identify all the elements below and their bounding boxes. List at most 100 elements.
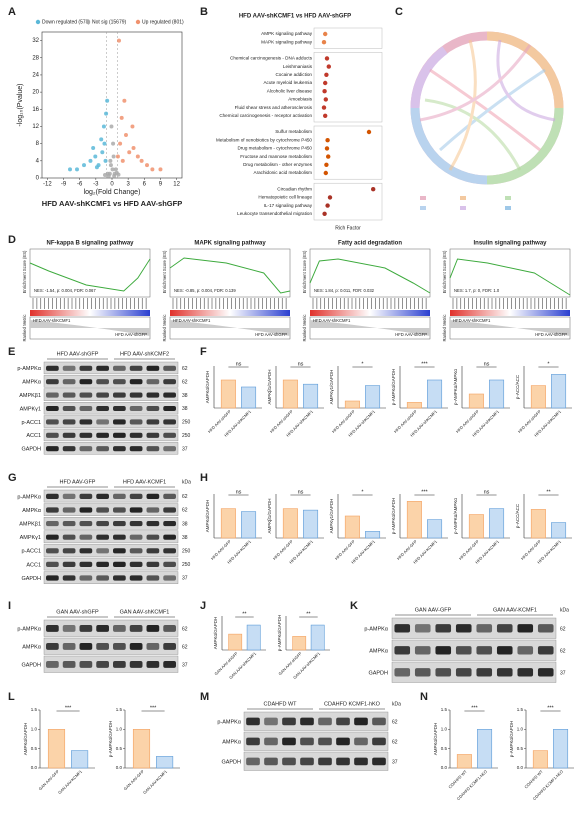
- term-label: Acute myeloid leukemia: [263, 80, 312, 85]
- sig-label: ***: [547, 705, 554, 711]
- point: [104, 111, 109, 116]
- band: [537, 646, 554, 655]
- rank-strip: [30, 310, 150, 316]
- point: [130, 124, 135, 129]
- sig-label: ***: [150, 705, 157, 711]
- band: [537, 624, 554, 633]
- y-tick-label: 20: [32, 90, 39, 96]
- group-frame: [313, 182, 383, 221]
- point: [99, 137, 104, 142]
- band: [246, 717, 260, 726]
- protein-label: GAPDH: [221, 759, 241, 765]
- y-tick-label: 8: [36, 141, 40, 147]
- band: [476, 668, 493, 677]
- group-frame: [313, 125, 383, 180]
- y-tick-label: 1.5: [517, 707, 524, 712]
- chart-title: HFD AAV-shKCMF1 vs HFD AAV-shGFP: [42, 199, 182, 208]
- band: [113, 575, 126, 581]
- y-axis-label: p-ACC/ACC: [515, 503, 520, 528]
- blot-strip: [43, 375, 179, 388]
- band: [129, 392, 143, 398]
- band: [129, 534, 143, 540]
- point: [102, 141, 107, 146]
- blot-strip: [43, 489, 179, 503]
- band: [62, 661, 76, 668]
- y-tick-label: 1.5: [441, 707, 448, 712]
- band: [146, 625, 160, 632]
- dot: [327, 195, 333, 200]
- band: [414, 646, 431, 655]
- es-frame: [309, 248, 431, 298]
- protein-label: AMPKα: [369, 648, 389, 654]
- rank-strip: [450, 310, 570, 316]
- y-tick-label: 0.5: [441, 746, 448, 751]
- sig-label: *: [361, 489, 364, 495]
- band: [129, 643, 143, 650]
- kda-label: 62: [560, 626, 566, 632]
- band: [113, 643, 126, 650]
- blot-strip: [43, 544, 179, 557]
- band: [318, 717, 332, 726]
- sig-label: ns: [298, 489, 304, 495]
- y-label: Enrichment Score (ES): [162, 250, 167, 293]
- band: [318, 737, 332, 746]
- band: [537, 668, 554, 677]
- band: [79, 643, 93, 650]
- band: [476, 624, 493, 633]
- metric-label: Ranked Metric: [302, 315, 307, 342]
- blot-strip: [43, 442, 179, 455]
- band: [113, 534, 126, 540]
- x-tick-label: 3: [126, 182, 130, 188]
- band: [79, 534, 93, 540]
- band: [163, 405, 176, 412]
- bar: [532, 750, 548, 769]
- neg-label: HFD AAV-shGFP: [115, 332, 147, 337]
- protein-label: p-ACC1: [21, 549, 41, 555]
- band: [146, 432, 160, 438]
- band: [96, 661, 109, 668]
- point: [118, 141, 123, 146]
- band: [62, 365, 76, 371]
- y-axis-label: AMPKα/GAPDH: [205, 500, 210, 533]
- dot: [324, 56, 330, 61]
- band: [129, 521, 143, 527]
- barcode: [32, 298, 147, 309]
- stats: NES: -1.54, p: 0.004, FDR: 0.067: [34, 288, 96, 293]
- band: [163, 521, 176, 527]
- y-axis-label: p-AMPKα/GAPDH: [277, 615, 282, 652]
- panel-label: G: [8, 472, 17, 484]
- bar: [468, 514, 484, 539]
- band: [163, 548, 176, 554]
- band: [129, 561, 143, 567]
- band: [300, 717, 314, 726]
- point: [124, 133, 128, 138]
- band: [113, 365, 126, 371]
- band: [435, 668, 452, 677]
- point: [150, 167, 155, 172]
- term-label: Leishmaniasis: [283, 64, 313, 69]
- y-tick-label: 1.0: [31, 727, 38, 732]
- group-label: CDAHFD KCMF1-hKO: [324, 701, 381, 707]
- blot-strip: [243, 731, 389, 751]
- es-curve: [309, 258, 431, 294]
- barcode: [172, 298, 287, 309]
- band: [146, 446, 160, 452]
- band: [264, 757, 278, 766]
- band: [336, 757, 350, 766]
- band: [372, 737, 386, 746]
- band: [46, 493, 59, 499]
- protein-label: ACC1: [26, 562, 41, 568]
- bar: [456, 754, 472, 769]
- pos-label: HFD AAV-shKCMF1: [453, 318, 491, 323]
- band: [455, 668, 472, 677]
- point: [127, 150, 132, 155]
- y-tick-label: 0.0: [31, 765, 38, 770]
- blot-strip: [43, 361, 179, 375]
- es-frame: [449, 248, 571, 298]
- band: [517, 646, 534, 655]
- group-label: HFD AAV-shKCMF2: [120, 351, 169, 357]
- bar: [241, 511, 257, 539]
- panel-label: C: [395, 6, 403, 18]
- sig-label: ns: [484, 361, 490, 367]
- group-label: HFD AAV-shGFP: [57, 351, 99, 357]
